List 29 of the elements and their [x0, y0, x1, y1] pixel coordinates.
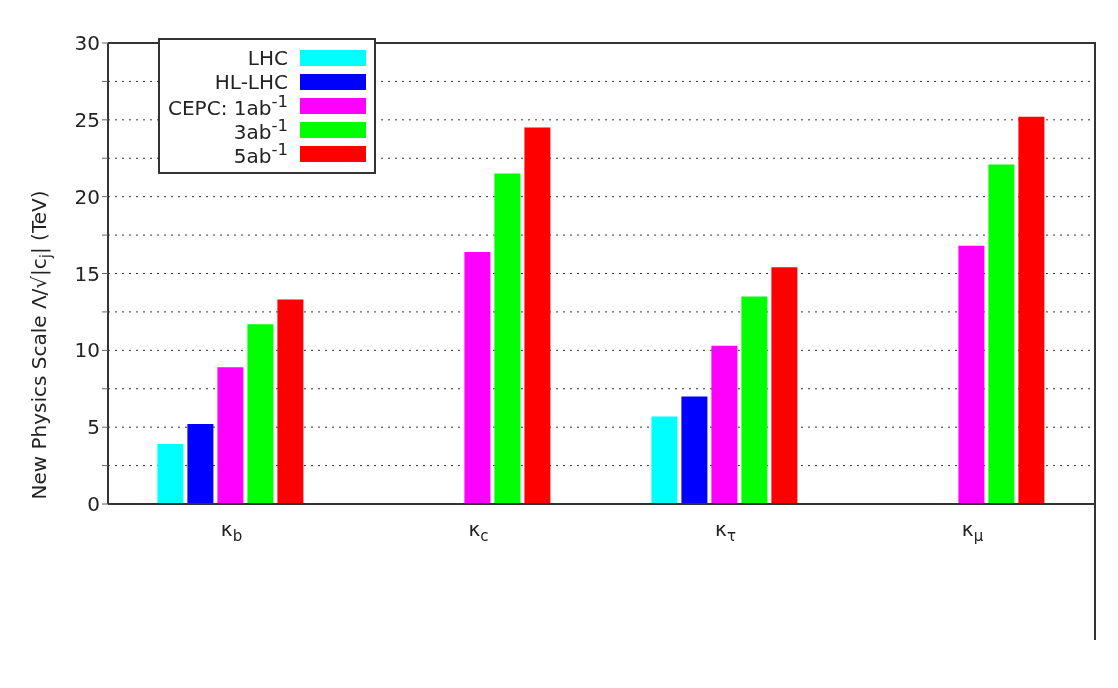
y-tick-label: 30	[74, 31, 100, 56]
bar	[681, 396, 708, 504]
bar	[464, 251, 491, 504]
y-tick-label: 25	[74, 107, 100, 132]
legend-label: HL-LHC	[214, 70, 289, 94]
bar	[217, 367, 244, 504]
y-tick-label: 15	[74, 261, 100, 286]
bar	[741, 296, 768, 504]
bar	[958, 245, 985, 504]
bar	[524, 127, 551, 504]
bar	[1018, 116, 1045, 504]
x-tick-label: κ$_{τ}$	[715, 517, 736, 545]
bar	[277, 299, 304, 504]
x-tick-label: κ$_{c}$	[468, 517, 489, 545]
legend-label: LHC	[247, 46, 289, 70]
bar	[187, 424, 214, 504]
x-tick-label: κ$_{b}$	[220, 517, 243, 545]
bar	[988, 164, 1015, 504]
x-tick-label: κ$_{μ}$	[961, 517, 984, 545]
bar	[157, 444, 184, 504]
bar	[651, 416, 678, 504]
y-tick-label: 20	[74, 184, 100, 209]
y-tick-label: 5	[87, 415, 100, 440]
y-tick-label: 10	[74, 338, 100, 363]
y-tick-label: 0	[87, 492, 100, 517]
bar	[711, 345, 738, 504]
bar	[247, 324, 274, 504]
bar	[494, 173, 521, 504]
bar	[771, 267, 798, 504]
